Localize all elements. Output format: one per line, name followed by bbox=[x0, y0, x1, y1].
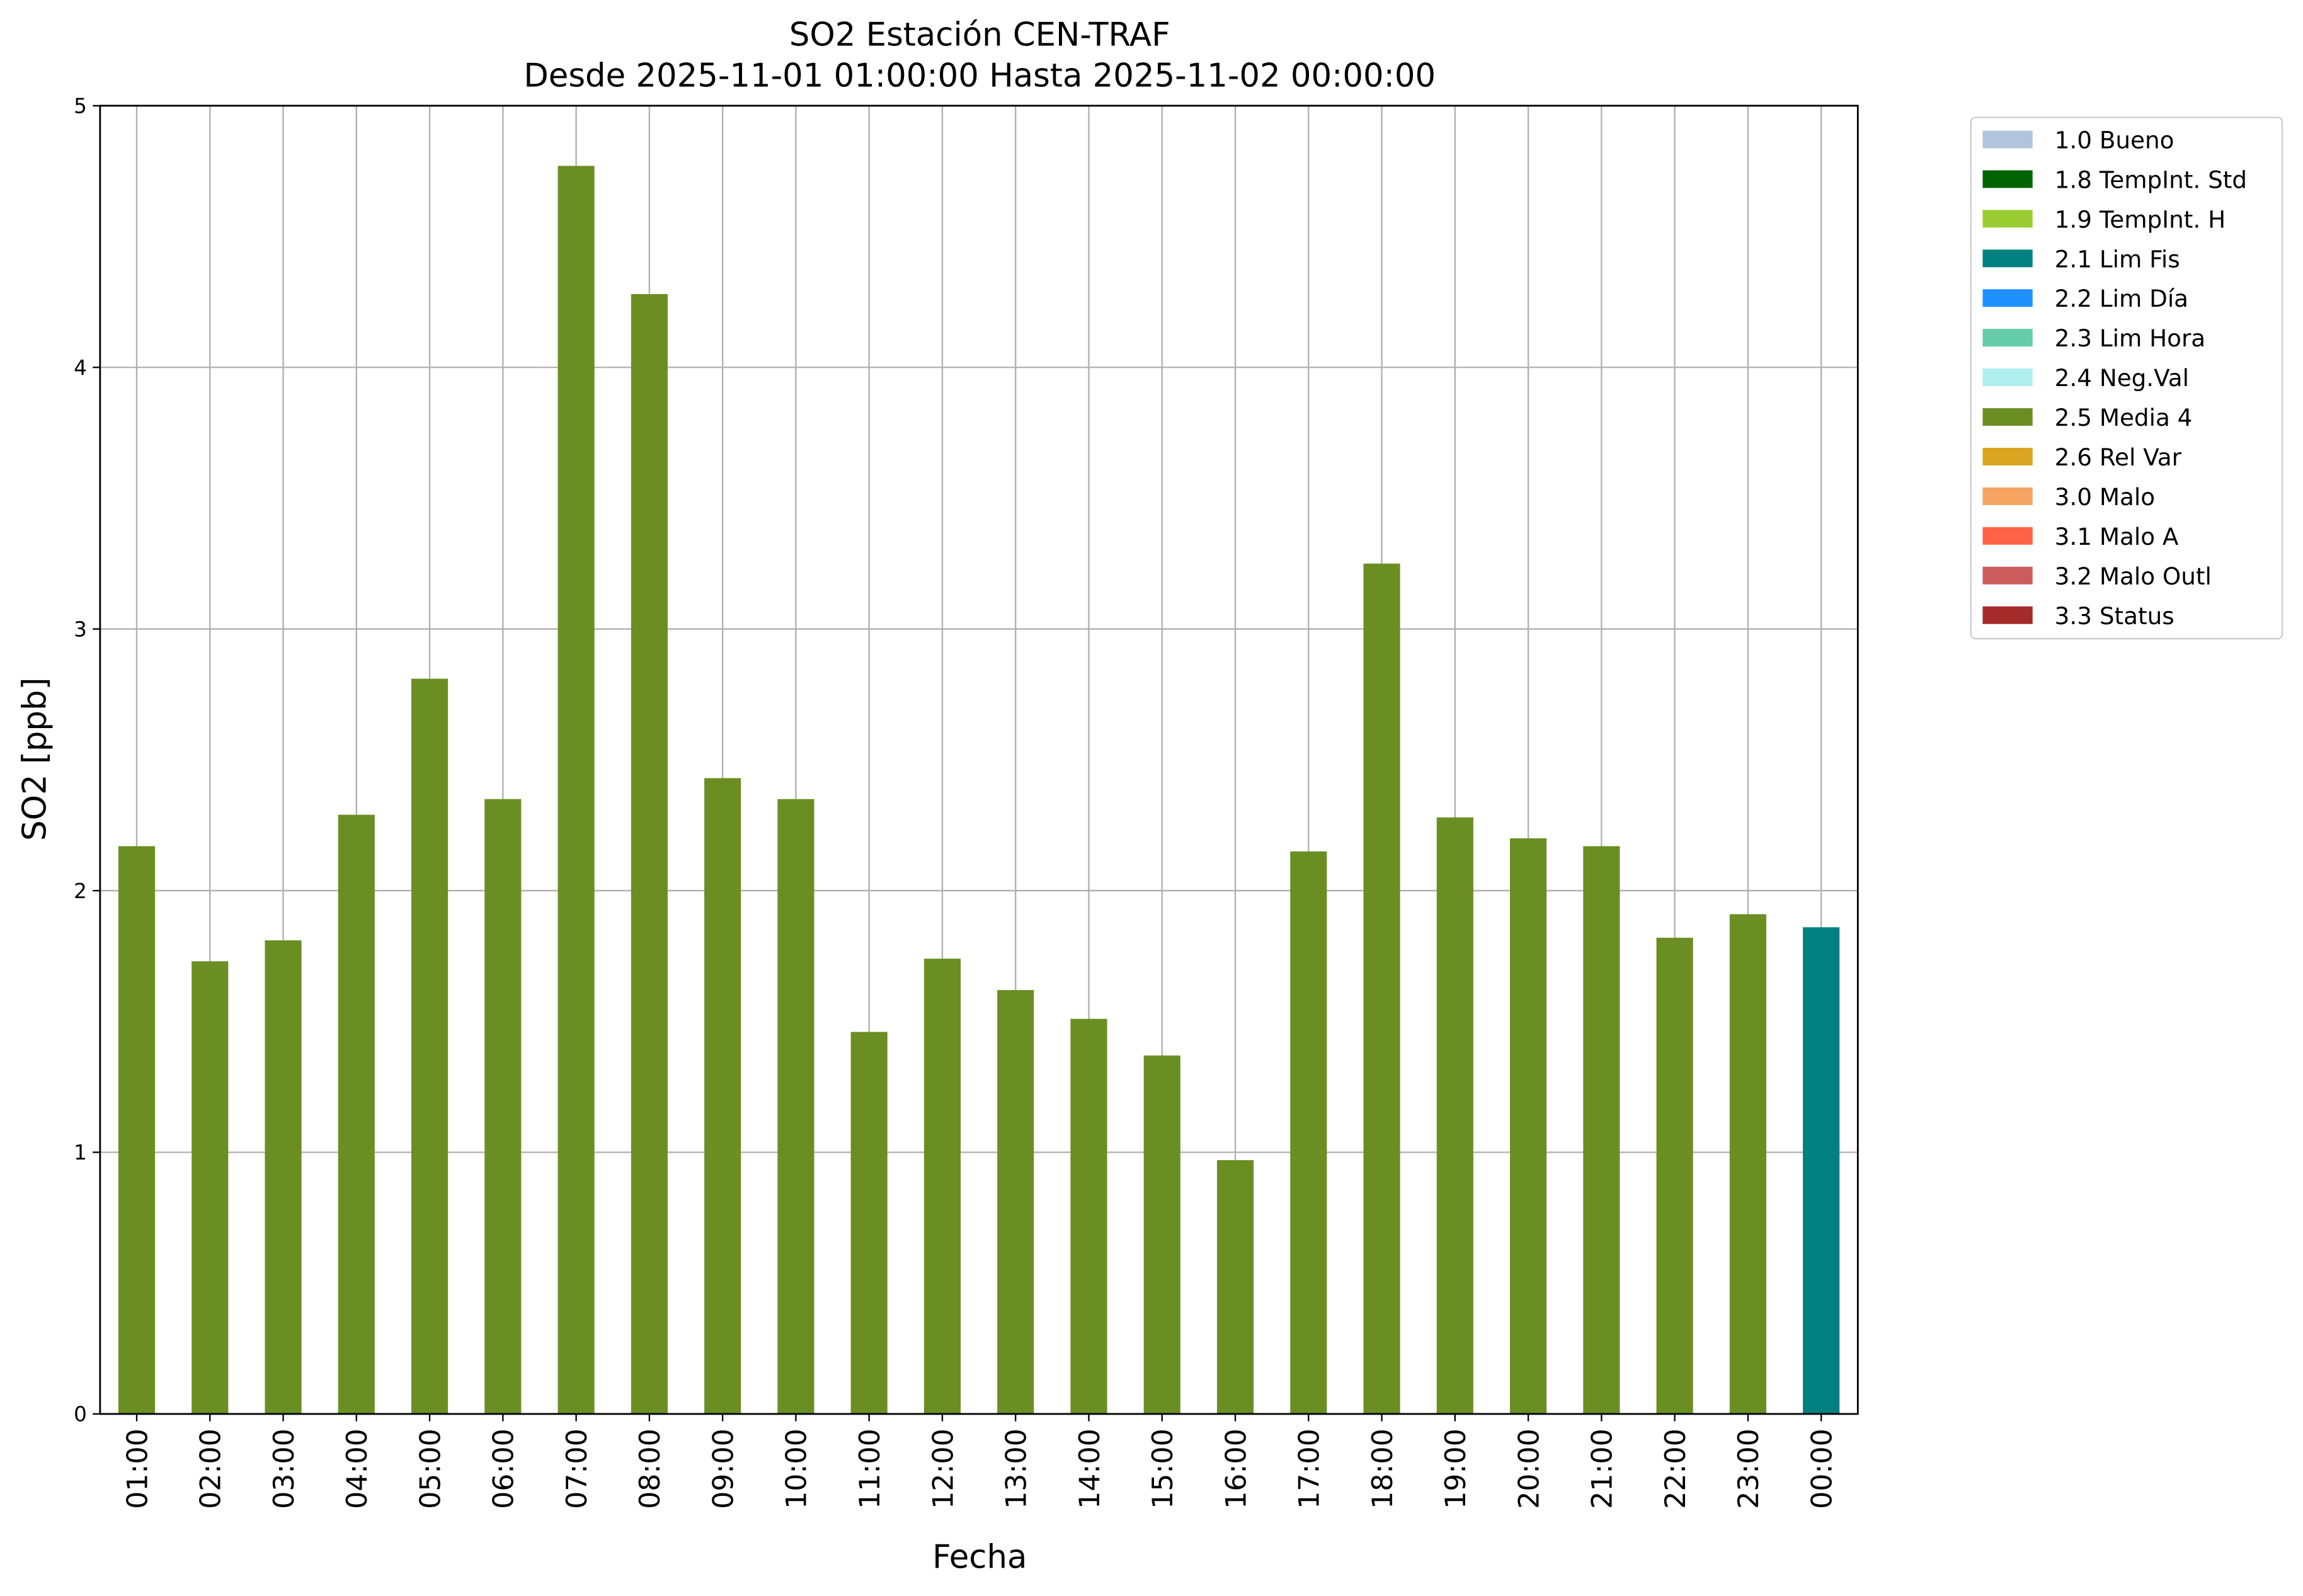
y-tick-label: 4 bbox=[74, 356, 87, 380]
x-tick-label: 12:00 bbox=[927, 1428, 959, 1509]
x-tick-label: 05:00 bbox=[414, 1428, 447, 1509]
y-tick-label: 5 bbox=[74, 94, 87, 118]
y-axis: 0 1 2 3 4 5 bbox=[74, 94, 100, 1427]
x-tick-label: 01:00 bbox=[122, 1428, 154, 1509]
x-tick-label: 17:00 bbox=[1294, 1428, 1326, 1509]
x-tick-label: 15:00 bbox=[1147, 1428, 1179, 1509]
legend-label: 3.2 Malo Outl bbox=[2055, 562, 2212, 590]
legend-swatch bbox=[1982, 289, 2033, 307]
bar-1700 bbox=[1290, 851, 1327, 1414]
x-tick-label: 19:00 bbox=[1440, 1428, 1472, 1509]
x-tick-label: 20:00 bbox=[1513, 1428, 1545, 1509]
bar-0500 bbox=[411, 678, 449, 1414]
legend-swatch bbox=[1982, 606, 2033, 624]
x-tick-label: 06:00 bbox=[488, 1428, 520, 1509]
x-tick-label: 16:00 bbox=[1220, 1428, 1252, 1509]
y-tick-label: 2 bbox=[74, 879, 87, 903]
x-tick-label: 04:00 bbox=[341, 1428, 374, 1509]
legend-swatch bbox=[1982, 368, 2033, 387]
x-tick-label: 08:00 bbox=[634, 1428, 666, 1509]
bar-0600 bbox=[484, 799, 522, 1414]
bar-2000 bbox=[1510, 838, 1547, 1414]
legend-label: 3.3 Status bbox=[2055, 602, 2174, 630]
legend-swatch bbox=[1982, 249, 2033, 268]
bar-2300 bbox=[1729, 914, 1766, 1414]
legend: 1.0 Bueno 1.8 TempInt. Std 1.9 TempInt. H 2… bbox=[1970, 117, 2283, 640]
y-tick-label: 1 bbox=[74, 1141, 87, 1165]
bar-0000 bbox=[1803, 927, 1840, 1414]
legend-label: 1.8 TempInt. Std bbox=[2055, 166, 2247, 193]
bar-1800 bbox=[1363, 563, 1400, 1414]
legend-swatch bbox=[1982, 408, 2033, 426]
bar-0700 bbox=[557, 166, 595, 1414]
legend-label: 3.0 Malo bbox=[2055, 483, 2155, 511]
bar-1300 bbox=[997, 989, 1034, 1414]
x-tick-label: 23:00 bbox=[1733, 1428, 1765, 1509]
bar-1400 bbox=[1070, 1018, 1107, 1414]
bar-2100 bbox=[1583, 846, 1620, 1414]
y-tick-label: 3 bbox=[74, 617, 87, 641]
legend-label: 1.0 Bueno bbox=[2055, 126, 2174, 154]
x-tick-label: 02:00 bbox=[195, 1428, 227, 1509]
legend-swatch bbox=[1982, 487, 2033, 505]
x-tick-label: 21:00 bbox=[1587, 1428, 1619, 1509]
y-tick-label: 0 bbox=[74, 1403, 87, 1427]
bars bbox=[118, 166, 1840, 1414]
legend-swatch bbox=[1982, 527, 2033, 545]
legend-label: 3.1 Malo A bbox=[2055, 523, 2179, 550]
bar-1500 bbox=[1143, 1055, 1180, 1414]
x-tick-label: 18:00 bbox=[1367, 1428, 1399, 1509]
bar-0100 bbox=[118, 846, 156, 1414]
legend-label: 2.3 Lim Hora bbox=[2055, 324, 2205, 352]
bar-1000 bbox=[777, 799, 814, 1414]
legend-swatch bbox=[1982, 210, 2033, 228]
bar-0400 bbox=[338, 814, 375, 1414]
x-tick-label: 22:00 bbox=[1660, 1428, 1692, 1509]
legend-label: 2.6 Rel Var bbox=[2055, 443, 2182, 471]
legend-frame bbox=[1970, 117, 2283, 640]
legend-swatch bbox=[1982, 448, 2033, 465]
bar-0200 bbox=[191, 961, 229, 1414]
bar-1900 bbox=[1436, 817, 1473, 1414]
x-tick-label: 07:00 bbox=[561, 1428, 593, 1509]
y-axis-label: SO2 [ppb] bbox=[16, 678, 54, 841]
bar-2200 bbox=[1656, 937, 1693, 1414]
x-tick-label: 11:00 bbox=[854, 1428, 886, 1509]
legend-swatch bbox=[1982, 170, 2033, 188]
x-tick-label: 09:00 bbox=[707, 1428, 740, 1509]
chart-title: SO2 Estación CEN-TRAF bbox=[789, 16, 1170, 54]
x-tick-label: 10:00 bbox=[781, 1428, 813, 1509]
legend-label: 2.1 Lim Fis bbox=[2055, 245, 2180, 273]
legend-swatch bbox=[1982, 130, 2033, 149]
x-tick-label: 03:00 bbox=[268, 1428, 300, 1509]
legend-label: 2.2 Lim Día bbox=[2055, 285, 2188, 312]
legend-label: 2.5 Media 4 bbox=[2055, 404, 2193, 431]
x-tick-label: 14:00 bbox=[1074, 1428, 1106, 1509]
x-tick-label: 13:00 bbox=[1001, 1428, 1033, 1509]
plot-frame bbox=[99, 105, 1859, 1415]
bar-0900 bbox=[704, 778, 741, 1414]
x-axis: 01:00 02:00 03:00 04:00 05:00 06:00 07:00 08:00… bbox=[122, 1413, 1838, 1509]
legend-label: 2.4 Neg.Val bbox=[2055, 364, 2189, 392]
chart-subtitle: Desde 2025-11-01 01:00:00 Hasta 2025-11-… bbox=[523, 57, 1436, 95]
bar-1100 bbox=[850, 1032, 888, 1414]
bar-0300 bbox=[265, 940, 302, 1414]
legend-swatch bbox=[1982, 329, 2033, 347]
bar-1200 bbox=[923, 959, 961, 1414]
bar-1600 bbox=[1216, 1160, 1254, 1414]
legend-swatch bbox=[1982, 566, 2033, 584]
x-axis-label: Fecha bbox=[932, 1539, 1027, 1576]
legend-label: 1.9 TempInt. H bbox=[2055, 205, 2226, 233]
x-tick-label: 00:00 bbox=[1806, 1428, 1838, 1509]
bar-0800 bbox=[631, 294, 668, 1414]
